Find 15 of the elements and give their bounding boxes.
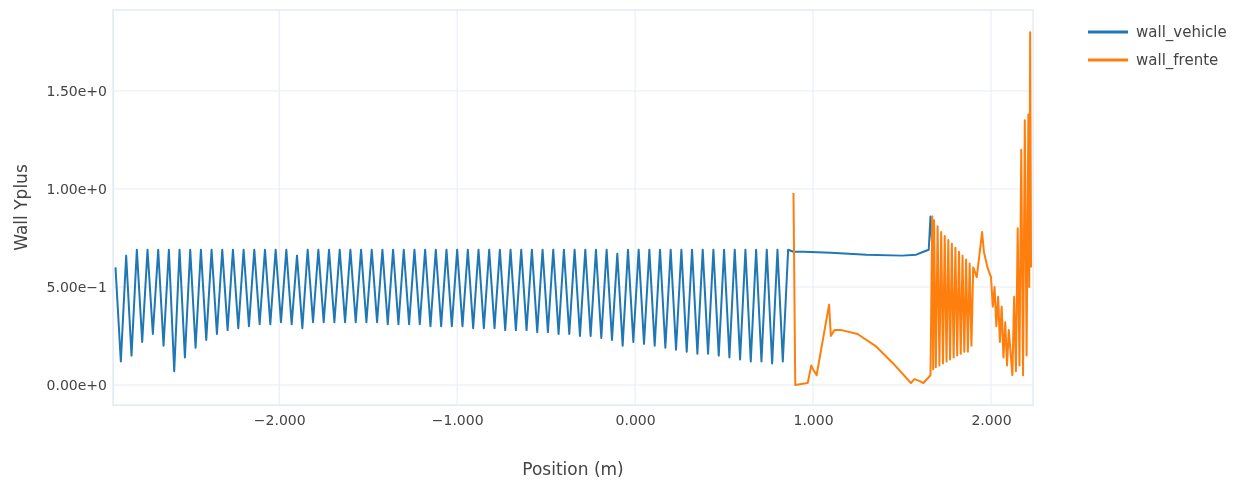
y-tick-label: 1.50e+0 — [46, 82, 107, 99]
x-tick-label: −1.000 — [431, 411, 484, 428]
x-tick-label: −2.000 — [253, 411, 306, 428]
y-axis-title: Wall Yplus — [11, 164, 31, 251]
x-tick-label: 1.000 — [793, 411, 834, 428]
x-axis-title: Position (m) — [522, 459, 624, 479]
legend-label: wall_frente — [1136, 51, 1219, 70]
y-tick-label: 0.00e+0 — [46, 376, 107, 393]
y-tick-label: 5.00e−1 — [46, 278, 107, 295]
legend-label: wall_vehicle — [1136, 23, 1227, 42]
line-series — [792, 31, 1033, 387]
line-series — [114, 215, 934, 373]
x-tick-label: 0.000 — [615, 411, 656, 428]
y-tick-label: 1.00e+0 — [46, 180, 107, 197]
x-tick-label: 2.000 — [971, 411, 1012, 428]
